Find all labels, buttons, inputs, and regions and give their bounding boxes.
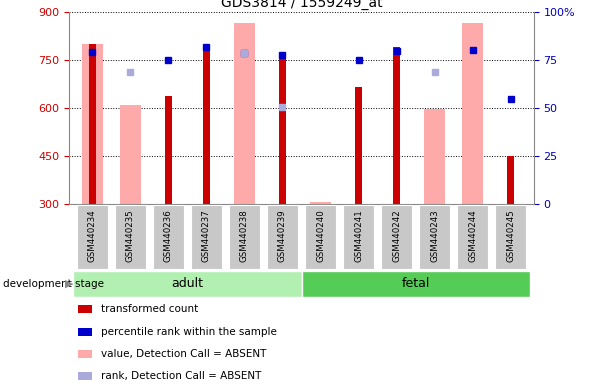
FancyBboxPatch shape bbox=[267, 205, 298, 270]
Bar bbox=[393, 47, 400, 204]
Text: GSM440237: GSM440237 bbox=[202, 209, 211, 262]
FancyBboxPatch shape bbox=[305, 205, 336, 270]
FancyBboxPatch shape bbox=[343, 205, 374, 270]
Text: GSM440243: GSM440243 bbox=[430, 209, 439, 262]
Text: percentile rank within the sample: percentile rank within the sample bbox=[101, 327, 277, 337]
Bar bbox=[463, 23, 483, 204]
Bar bbox=[120, 105, 140, 204]
Text: GSM440245: GSM440245 bbox=[507, 209, 516, 262]
Text: GSM440234: GSM440234 bbox=[87, 209, 96, 262]
FancyBboxPatch shape bbox=[229, 205, 260, 270]
Text: ▶: ▶ bbox=[65, 279, 74, 289]
Text: GSM440242: GSM440242 bbox=[392, 209, 401, 262]
Bar bbox=[203, 47, 210, 204]
FancyBboxPatch shape bbox=[457, 205, 488, 270]
FancyBboxPatch shape bbox=[495, 205, 526, 270]
Text: development stage: development stage bbox=[3, 279, 104, 289]
Title: GDS3814 / 1559249_at: GDS3814 / 1559249_at bbox=[221, 0, 382, 10]
Text: rank, Detection Call = ABSENT: rank, Detection Call = ABSENT bbox=[101, 371, 261, 381]
FancyBboxPatch shape bbox=[191, 205, 222, 270]
FancyBboxPatch shape bbox=[73, 270, 302, 297]
FancyBboxPatch shape bbox=[302, 270, 530, 297]
Text: GSM440240: GSM440240 bbox=[316, 209, 325, 262]
Bar bbox=[89, 43, 96, 204]
Text: fetal: fetal bbox=[402, 277, 430, 290]
FancyBboxPatch shape bbox=[115, 205, 146, 270]
Text: GSM440239: GSM440239 bbox=[278, 209, 287, 262]
Bar bbox=[355, 87, 362, 204]
FancyBboxPatch shape bbox=[419, 205, 450, 270]
Text: GSM440236: GSM440236 bbox=[164, 209, 173, 262]
Bar bbox=[234, 23, 255, 204]
FancyBboxPatch shape bbox=[153, 205, 184, 270]
Bar bbox=[425, 109, 445, 204]
Bar bbox=[310, 202, 331, 204]
Text: GSM440235: GSM440235 bbox=[126, 209, 134, 262]
Text: adult: adult bbox=[171, 277, 203, 290]
Text: GSM440238: GSM440238 bbox=[240, 209, 249, 262]
Text: transformed count: transformed count bbox=[101, 304, 198, 314]
Text: GSM440241: GSM440241 bbox=[354, 209, 363, 262]
Bar bbox=[507, 156, 514, 204]
FancyBboxPatch shape bbox=[381, 205, 412, 270]
Bar bbox=[165, 96, 172, 204]
FancyBboxPatch shape bbox=[77, 205, 108, 270]
Bar bbox=[82, 43, 103, 204]
Text: value, Detection Call = ABSENT: value, Detection Call = ABSENT bbox=[101, 349, 266, 359]
Bar bbox=[279, 51, 286, 204]
Text: GSM440244: GSM440244 bbox=[469, 209, 477, 262]
